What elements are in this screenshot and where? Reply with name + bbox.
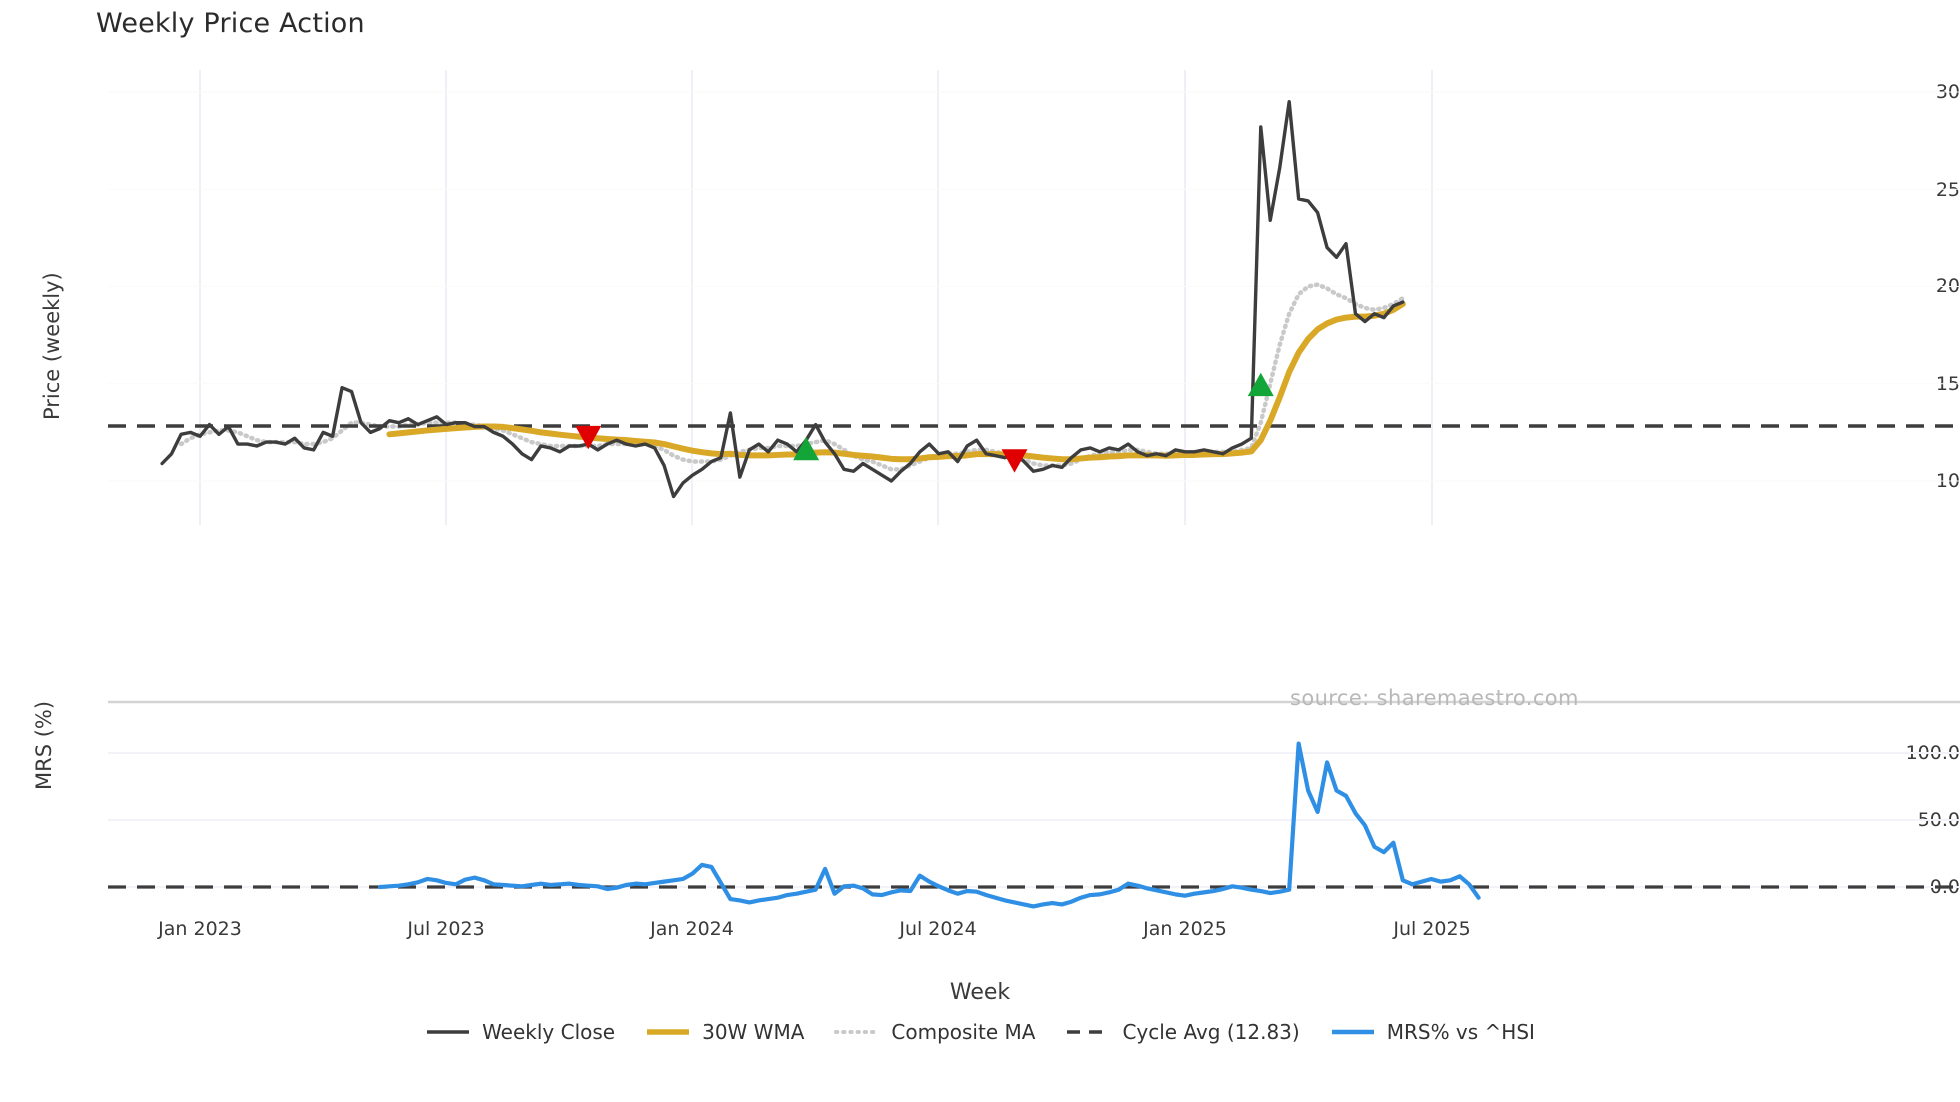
mrs-plot-panel bbox=[108, 700, 1960, 910]
legend-cycle-avg[interactable]: Cycle Avg (12.83) bbox=[1065, 1020, 1300, 1044]
source-watermark: source: sharemaestro.com bbox=[1290, 686, 1579, 710]
legend-composite-ma[interactable]: Composite MA bbox=[834, 1022, 1035, 1042]
xtick-jul-2023: Jul 2023 bbox=[407, 918, 485, 940]
legend-cycle-avg-label: Cycle Avg (12.83) bbox=[1122, 1020, 1300, 1044]
legend-composite-ma-swatch bbox=[834, 1030, 881, 1034]
sell-marker-2 bbox=[1001, 449, 1028, 473]
price-plot-panel bbox=[108, 70, 1960, 650]
x-axis-label: Week bbox=[949, 980, 1011, 1005]
series-composite-ma bbox=[178, 282, 1406, 472]
legend-weekly-close-swatch bbox=[427, 1030, 470, 1034]
buy-marker-3 bbox=[1247, 372, 1274, 397]
page-title: Weekly Price Action bbox=[96, 8, 365, 39]
series-weekly-close bbox=[160, 100, 1405, 499]
legend-30w-wma-swatch bbox=[647, 1029, 690, 1035]
xtick-jul-2024: Jul 2024 bbox=[899, 918, 977, 940]
xtick-jan-2025: Jan 2025 bbox=[1143, 918, 1227, 940]
xtick-jan-2023: Jan 2023 bbox=[158, 918, 242, 940]
series-30w-wma bbox=[386, 301, 1406, 463]
sell-marker-0 bbox=[575, 425, 602, 450]
legend-mrs-hsi-swatch bbox=[1331, 1029, 1374, 1035]
xtick-jul-2025: Jul 2025 bbox=[1393, 918, 1471, 940]
price-axis-label: Price (weekly) bbox=[40, 272, 64, 420]
chart-legend: Weekly Close 30W WMA Composite MA Cycle Avg… bbox=[0, 1022, 1960, 1042]
price-plot-svg bbox=[108, 70, 1960, 525]
legend-mrs-hsi-label: MRS% vs ^HSI bbox=[1386, 1020, 1535, 1044]
legend-cycle-avg-swatch bbox=[1067, 1030, 1110, 1034]
buy-marker-1 bbox=[793, 436, 820, 461]
xtick-jan-2024: Jan 2024 bbox=[650, 918, 734, 940]
legend-30w-wma[interactable]: 30W WMA bbox=[645, 1022, 804, 1042]
price-ytick-25: 25 bbox=[1935, 179, 1960, 201]
mrs-plot-svg bbox=[108, 700, 1960, 909]
legend-30w-wma-label: 30W WMA bbox=[702, 1020, 805, 1044]
legend-weekly-close[interactable]: Weekly Close bbox=[425, 1022, 615, 1042]
mrs-axis-label: MRS (%) bbox=[32, 700, 56, 790]
legend-weekly-close-label: Weekly Close bbox=[482, 1020, 616, 1044]
series-mrs-pct bbox=[377, 741, 1481, 909]
legend-composite-ma-label: Composite MA bbox=[891, 1020, 1036, 1044]
legend-mrs-hsi[interactable]: MRS% vs ^HSI bbox=[1330, 1022, 1535, 1042]
